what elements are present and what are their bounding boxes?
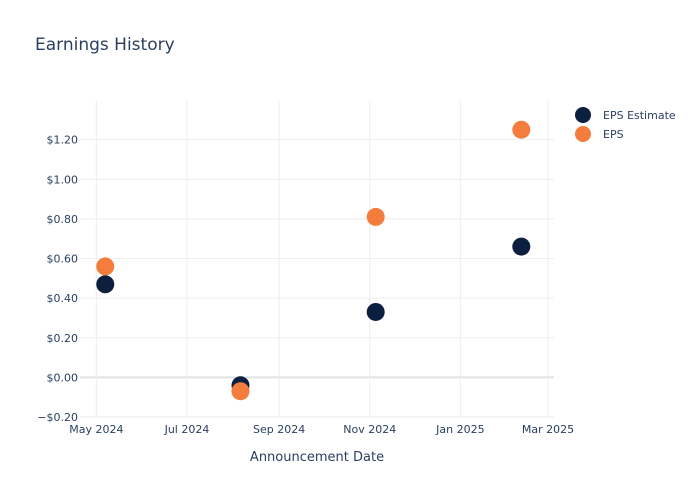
eps-point [366,207,385,226]
x-tick-label: Sep 2024 [253,423,305,436]
series-eps-estimate [96,237,531,395]
x-tick-label: Jul 2024 [164,423,210,436]
y-tick-label: $0.00 [47,371,79,384]
eps-point [231,382,250,401]
data-points [96,120,531,401]
y-tick-label: $0.20 [47,332,79,345]
series-eps [96,120,531,401]
eps-point [512,120,531,139]
x-tick-label: Mar 2025 [522,423,574,436]
x-tick-label: Nov 2024 [343,423,396,436]
eps-estimate-point [96,275,115,294]
y-tick-label: $0.60 [47,253,79,266]
y-tick-label: −$0.20 [37,411,78,424]
eps-estimate-point [366,302,385,321]
x-axis-title: Announcement Date [250,450,384,465]
y-axis-ticks: −$0.20 $0.00 $0.20 $0.40 $0.60 $0.80 $1.00 $1.2… [37,134,78,424]
chart-title: Earnings History [35,35,175,55]
legend: EPS Estimate EPS [575,107,676,142]
x-tick-label: May 2024 [69,423,123,436]
legend-marker [575,126,591,142]
legend-marker [575,107,591,123]
eps-point [96,257,115,276]
eps-estimate-point [512,237,531,256]
y-tick-label: $1.00 [47,173,79,186]
grid [80,100,554,418]
y-tick-label: $0.40 [47,292,79,305]
y-tick-label: $0.80 [47,213,79,226]
x-axis-ticks: May 2024 Jul 2024 Sep 2024 Nov 2024 Jan 2025… [69,423,574,436]
legend-label: EPS [603,128,624,141]
y-tick-label: $1.20 [47,134,79,147]
legend-label: EPS Estimate [603,109,676,122]
x-tick-label: Jan 2025 [435,423,484,436]
